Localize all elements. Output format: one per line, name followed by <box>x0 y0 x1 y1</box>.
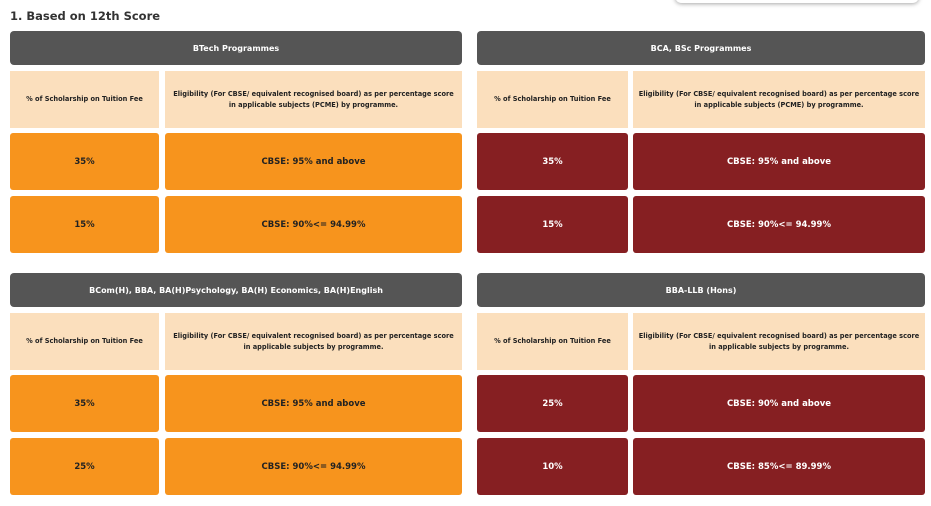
scholarship-cell: 25% <box>477 375 628 432</box>
table-header: BCom(H), BBA, BA(H)Psychology, BA(H) Eco… <box>10 273 462 307</box>
eligibility-cell: CBSE: 95% and above <box>165 133 462 190</box>
eligibility-cell: CBSE: 90%<= 94.99% <box>165 438 462 495</box>
column-header-scholarship: % of Scholarship on Tuition Fee <box>10 71 159 128</box>
column-header-eligibility: Eligibility (For CBSE/ equivalent recogn… <box>165 313 462 370</box>
eligibility-cell: CBSE: 85%<= 89.99% <box>633 438 925 495</box>
eligibility-cell: CBSE: 95% and above <box>165 375 462 432</box>
scholarship-cell: 10% <box>477 438 628 495</box>
column-header-eligibility: Eligibility (For CBSE/ equivalent recogn… <box>165 71 462 128</box>
column-header-eligibility: Eligibility (For CBSE/ equivalent recogn… <box>633 313 925 370</box>
eligibility-cell: CBSE: 95% and above <box>633 133 925 190</box>
column-header-scholarship: % of Scholarship on Tuition Fee <box>477 71 628 128</box>
table-header: BTech Programmes <box>10 31 462 65</box>
table-header: BBA-LLB (Hons) <box>477 273 925 307</box>
scholarship-cell: 25% <box>10 438 159 495</box>
table-header: BCA, BSc Programmes <box>477 31 925 65</box>
column-header-scholarship: % of Scholarship on Tuition Fee <box>10 313 159 370</box>
scholarship-cell: 15% <box>10 196 159 253</box>
column-header-scholarship: % of Scholarship on Tuition Fee <box>477 313 628 370</box>
scholarship-cell: 35% <box>10 133 159 190</box>
eligibility-cell: CBSE: 90% and above <box>633 375 925 432</box>
eligibility-cell: CBSE: 90%<= 94.99% <box>165 196 462 253</box>
scholarship-cell: 35% <box>10 375 159 432</box>
eligibility-cell: CBSE: 90%<= 94.99% <box>633 196 925 253</box>
dropdown-popup-edge <box>675 0 919 3</box>
scholarship-cell: 35% <box>477 133 628 190</box>
column-header-eligibility: Eligibility (For CBSE/ equivalent recogn… <box>633 71 925 128</box>
section-title: 1. Based on 12th Score <box>10 9 161 23</box>
scholarship-cell: 15% <box>477 196 628 253</box>
